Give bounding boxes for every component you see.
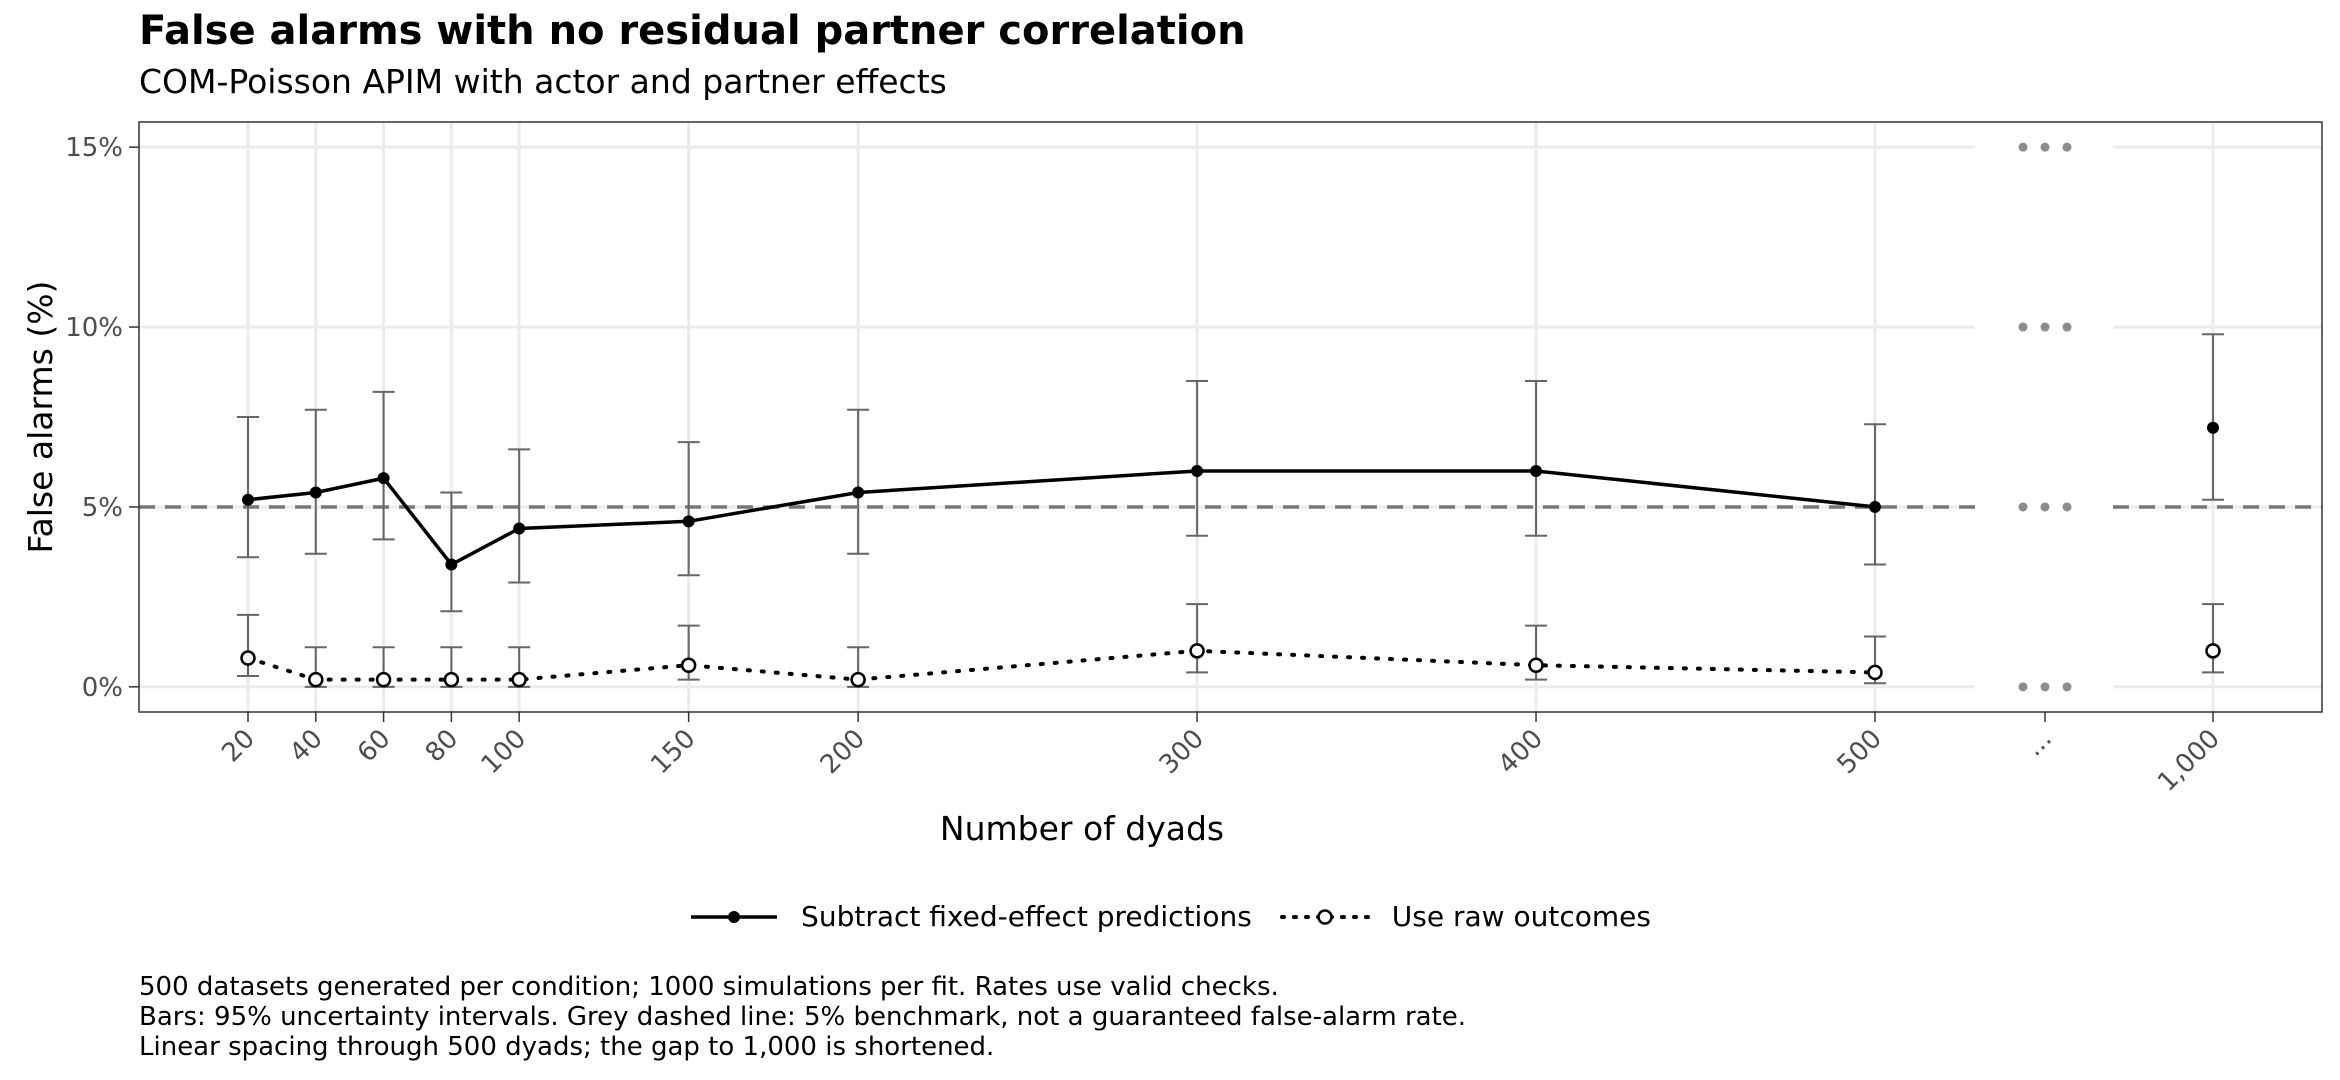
x-axis-title: Number of dyads	[940, 809, 1224, 848]
axis-break-dot	[2040, 142, 2050, 152]
data-point	[443, 671, 460, 688]
axis-break-dot	[2062, 322, 2072, 332]
caption-line-3: Linear spacing through 500 dyads; the ga…	[139, 1032, 995, 1062]
axis-break-dot	[2018, 682, 2028, 692]
chart-subtitle: COM-Poisson APIM with actor and partner …	[139, 62, 947, 101]
y-tick-label: 10%	[65, 313, 123, 343]
data-point	[682, 515, 695, 528]
data-point	[377, 472, 390, 485]
y-axis-title: False alarms (%)	[21, 281, 60, 554]
legend-key-solid	[691, 910, 778, 923]
chart-plot: 0% 5% 10% 15% 20 40 60 80 100 150 200 300 400 500...…	[21, 121, 2323, 848]
x-axis: 20 40 60 80 100 150 200 300 400 500... 1,000	[216, 712, 2226, 798]
series-line	[247, 469, 1876, 567]
x-tick-label: 100	[476, 724, 532, 780]
data-point	[511, 671, 527, 688]
legend-item-raw: Use raw outcomes	[1279, 900, 1651, 933]
legend-label-raw: Use raw outcomes	[1391, 900, 1651, 933]
y-tick-label: 5%	[82, 493, 123, 523]
axis-break-dot	[2062, 142, 2072, 152]
data-point	[445, 558, 458, 571]
x-tick-label: 20	[216, 724, 261, 769]
caption-line-2: Bars: 95% uncertainty intervals. Grey da…	[139, 1002, 1467, 1032]
x-tick-label: 80	[420, 724, 465, 769]
data-point	[513, 522, 526, 535]
grid-layer	[139, 122, 2322, 712]
axis-break-dot	[2040, 682, 2050, 692]
axis-break-dot	[2040, 322, 2050, 332]
x-tick-label: 1,000	[2152, 724, 2226, 798]
series-layer	[237, 333, 2224, 688]
caption-line-1: 500 datasets generated per condition; 10…	[139, 972, 1279, 1002]
y-axis: 0% 5% 10% 15%	[65, 133, 139, 703]
data-point	[2205, 643, 2221, 659]
series-line	[246, 648, 1877, 682]
data-point	[240, 650, 256, 666]
x-tick-label: 300	[1154, 724, 1210, 780]
axis-break-layer	[2018, 142, 2072, 692]
y-tick-label: 15%	[65, 133, 123, 163]
y-tick-label: 0%	[82, 673, 123, 703]
legend-label-subtract: Subtract fixed-effect predictions	[801, 900, 1252, 933]
axis-break-dot	[2062, 682, 2072, 692]
x-tick-label: ...	[2019, 724, 2058, 763]
legend-key-dotted	[1279, 908, 1370, 925]
data-point	[1191, 464, 1204, 477]
caption: 500 datasets generated per condition; 10…	[139, 972, 1466, 1062]
data-point	[2207, 421, 2219, 434]
chart-title: False alarms with no residual partner co…	[139, 8, 1246, 54]
data-point	[1530, 464, 1543, 477]
x-tick-label: 40	[284, 724, 329, 769]
x-tick-label: 60	[352, 724, 397, 769]
x-tick-label: 200	[815, 724, 871, 780]
data-point	[1869, 500, 1881, 513]
data-point	[850, 671, 866, 688]
data-point	[1528, 657, 1544, 673]
axis-break-dot	[2018, 502, 2028, 512]
legend-item-subtract: Subtract fixed-effect predictions	[689, 900, 1252, 933]
axis-break-dot	[2018, 142, 2028, 152]
data-point	[852, 486, 865, 499]
axis-break-dot	[2062, 502, 2072, 512]
data-point	[309, 486, 322, 499]
x-tick-label: 500	[1832, 724, 1888, 780]
legend: Subtract fixed-effect predictions Use ra…	[0, 900, 2340, 933]
x-tick-label: 150	[645, 724, 701, 780]
data-point	[1189, 643, 1205, 659]
data-point	[680, 657, 697, 673]
data-point	[242, 493, 254, 506]
data-point	[308, 671, 324, 688]
data-point	[1867, 664, 1883, 681]
axis-break-dot	[2018, 322, 2028, 332]
panel-border	[138, 121, 2323, 713]
data-point	[375, 671, 392, 688]
x-tick-label: 400	[1493, 724, 1549, 780]
axis-break-dot	[2040, 502, 2050, 512]
